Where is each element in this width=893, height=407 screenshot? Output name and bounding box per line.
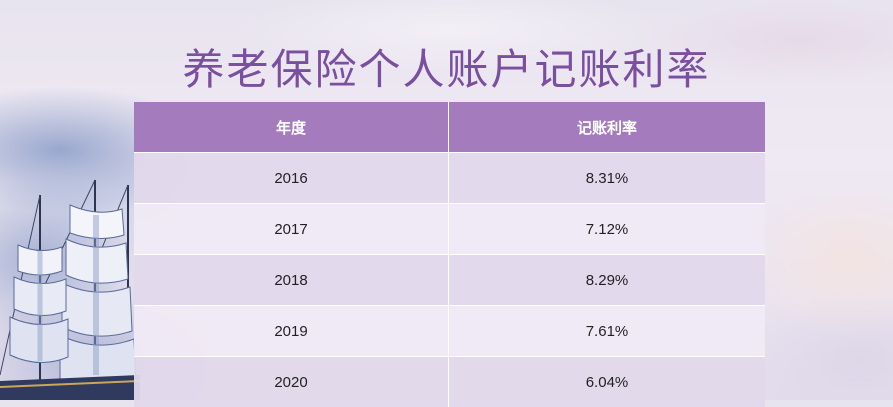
table-row: 2016 8.31% [134,153,765,204]
year-cell: 2020 [134,357,449,407]
year-cell: 2019 [134,306,449,357]
table-row: 2020 6.04% [134,357,765,407]
table-row: 2017 7.12% [134,204,765,255]
rate-cell: 8.31% [449,153,766,204]
interest-rate-table: 年度 记账利率 2016 8.31% 2017 7.12% 2018 8.29%… [134,102,764,407]
year-cell: 2018 [134,255,449,306]
rate-cell: 7.12% [449,204,766,255]
year-cell: 2017 [134,204,449,255]
sailing-ship-icon [0,175,140,400]
page-title: 养老保险个人账户记账利率 [0,44,893,96]
rate-table: 年度 记账利率 2016 8.31% 2017 7.12% 2018 8.29%… [134,102,765,407]
rate-cell: 7.61% [449,306,766,357]
table-row: 2018 8.29% [134,255,765,306]
rate-cell: 8.29% [449,255,766,306]
table-header-row: 年度 记账利率 [134,102,765,153]
header-year: 年度 [134,102,449,153]
header-rate: 记账利率 [449,102,766,153]
rate-cell: 6.04% [449,357,766,407]
year-cell: 2016 [134,153,449,204]
table-row: 2019 7.61% [134,306,765,357]
